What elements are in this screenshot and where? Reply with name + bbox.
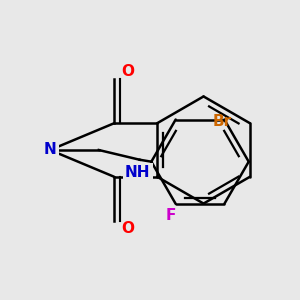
Text: F: F [166, 208, 176, 223]
Text: O: O [121, 221, 134, 236]
Text: NH: NH [125, 165, 151, 180]
Text: O: O [121, 64, 134, 79]
Text: N: N [44, 142, 56, 157]
Text: Br: Br [213, 114, 232, 129]
